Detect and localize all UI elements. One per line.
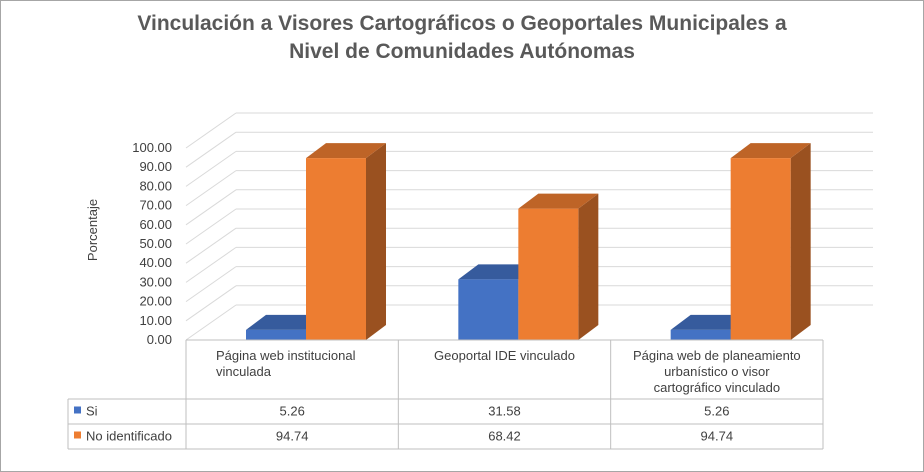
bar-side: [366, 143, 386, 340]
bar-no-identificado-1: [306, 143, 386, 340]
y-axis: 0.00 10.00 20.00 30.00 40.00 50.00 60.00 70.00 8…: [132, 140, 172, 347]
y-tick-label: 20.00: [139, 294, 172, 309]
gridline-diagonal: [185, 170, 237, 207]
y-tick-label: 0.00: [147, 332, 172, 347]
data-table-value: 5.26: [704, 404, 729, 419]
bar-front: [306, 158, 366, 340]
category-label: Página web institucional: [216, 348, 356, 363]
category-label: Página web de planeamiento: [633, 348, 801, 363]
gridline-diagonal: [185, 246, 237, 283]
legend-label: Si: [86, 404, 98, 419]
gridline-diagonal: [185, 266, 237, 303]
legend-key: [74, 406, 81, 414]
gridline-diagonal: [185, 112, 237, 149]
data-table-value: 5.26: [280, 404, 305, 419]
y-tick-label: 90.00: [139, 159, 172, 174]
y-tick-label: 70.00: [139, 198, 172, 213]
y-tick-label: 40.00: [139, 255, 172, 270]
bar-front: [246, 329, 306, 340]
bar-side: [578, 193, 599, 340]
gridline-diagonal: [185, 131, 237, 168]
data-table-value: 31.58: [488, 404, 521, 419]
bar-front: [730, 158, 791, 340]
y-tick-label: 80.00: [139, 178, 172, 193]
gridline-diagonal: [185, 150, 237, 187]
bar-no-identificado-2: [518, 193, 599, 340]
y-tick-label: 30.00: [139, 274, 172, 289]
category-label: vinculada: [216, 364, 272, 379]
bar-top: [730, 143, 811, 159]
gridline-diagonal: [185, 189, 237, 226]
bar-no-identificado-3: [730, 143, 811, 340]
bar-top: [306, 143, 386, 159]
bars: [246, 143, 811, 340]
data-table-value: 94.74: [276, 429, 309, 444]
y-tick-label: 50.00: [139, 236, 172, 251]
y-tick-label: 60.00: [139, 217, 172, 232]
gridline-diagonal: [185, 227, 237, 264]
gridline-diagonal: [185, 304, 237, 341]
chart-title-line-2: Nivel de Comunidades Autónomas: [289, 40, 635, 63]
bar-top: [518, 193, 599, 209]
y-axis-label: Porcentaje: [85, 199, 100, 261]
bar-front: [518, 208, 579, 340]
category-label: urbanístico o visor: [664, 364, 770, 379]
category-label: Geoportal IDE vinculado: [434, 348, 575, 363]
gridline-diagonal: [185, 285, 237, 322]
category-label: cartográfico vinculado: [654, 380, 780, 395]
y-tick-label: 100.00: [132, 140, 172, 155]
bar-front: [670, 329, 731, 340]
data-table-value: 94.74: [701, 429, 734, 444]
data-table-value: 68.42: [488, 429, 521, 444]
bar-front: [458, 279, 519, 340]
bar-side: [790, 143, 811, 340]
chart-title: Vinculación a Visores Cartográficos o Ge…: [60, 10, 864, 66]
y-tick-label: 10.00: [139, 313, 172, 328]
legend-key: [74, 431, 81, 439]
gridline-diagonal: [185, 208, 237, 245]
legend-label: No identificado: [86, 429, 172, 444]
chart-title-line-1: Vinculación a Visores Cartográficos o Ge…: [137, 12, 787, 35]
